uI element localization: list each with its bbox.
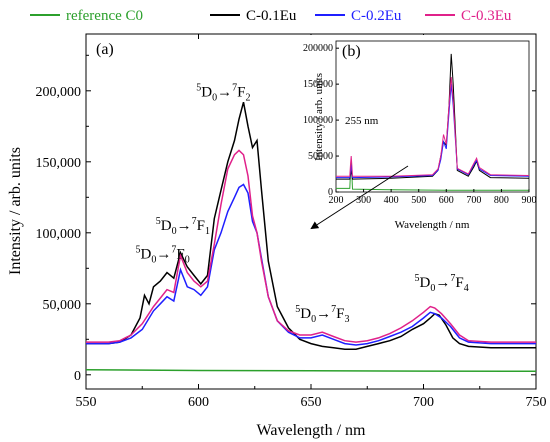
inset-y-tick-label: 0 <box>328 187 333 198</box>
y-tick-label: 0 <box>74 369 81 384</box>
legend-label: C-0.1Eu <box>246 8 297 24</box>
x-tick-label: 700 <box>413 395 434 410</box>
inset-y-axis-ticks: 0 50000 100000 150000 200000 <box>303 43 339 198</box>
inset-y-tick-label: 200000 <box>303 43 333 54</box>
transition-annotations: 5D0→7F0 5D0→7F1 5D0→7F2 5D0→7F3 5D0→7F4 <box>136 82 469 325</box>
inset-x-tick-label: 700 <box>466 195 481 206</box>
inset-y-tick-label: 50000 <box>308 151 333 162</box>
annotation-7F2: 5D0→7F2 <box>196 82 250 103</box>
x-tick-label: 750 <box>526 395 547 410</box>
inset-x-tick-label: 300 <box>356 195 371 206</box>
legend-label: C-0.2Eu <box>351 8 402 24</box>
annotation-7F1: 5D0→7F1 <box>156 216 210 237</box>
legend: reference C0 C-0.1Eu C-0.2Eu C-0.3Eu <box>30 8 512 24</box>
y-tick-label: 200,000 <box>36 85 82 100</box>
inset-x-axis-title: Wavelength / nm <box>395 219 470 231</box>
x-axis-title: Wavelength / nm <box>257 422 366 439</box>
series-line-0 <box>85 369 537 373</box>
inset-x-tick-label: 600 <box>439 195 454 206</box>
inset-frame <box>335 40 530 193</box>
legend-label: C-0.3Eu <box>461 8 512 24</box>
arrow-line <box>310 165 409 230</box>
inset-series-line-2 <box>336 84 530 179</box>
inset-x-tick-label: 900 <box>522 195 537 206</box>
main-series-group <box>85 102 537 373</box>
inset-x-axis-ticks: 200 300 400 500 600 700 800 900 <box>329 189 537 206</box>
panel-label-b: (b) <box>342 43 361 60</box>
x-axis-ticks: 550 600 650 700 750 <box>76 34 547 410</box>
inset-series-group <box>336 53 530 191</box>
inset-x-tick-label: 500 <box>411 195 426 206</box>
inset-x-tick-label: 400 <box>384 195 399 206</box>
y-tick-label: 100,000 <box>36 227 82 242</box>
inset-background <box>306 35 532 187</box>
y-tick-label: 150,000 <box>36 156 82 171</box>
y-axis-title: Intensity / arb. units <box>7 147 24 275</box>
legend-label: reference C0 <box>66 8 143 24</box>
inset-x-tick-label: 200 <box>329 195 344 206</box>
inset-y-tick-label: 100000 <box>303 115 333 126</box>
inset-x-tick-label: 800 <box>494 195 509 206</box>
y-tick-label: 50,000 <box>43 298 82 313</box>
x-tick-label: 650 <box>301 395 322 410</box>
series-line-1 <box>86 102 536 350</box>
inset-series-line-3 <box>336 76 530 177</box>
series-line-3 <box>86 149 536 343</box>
inset-plot: 200 300 400 500 600 700 800 900 0 50000 100000 150… <box>303 35 537 231</box>
x-tick-label: 550 <box>76 395 97 410</box>
inset-y-tick-label: 150000 <box>303 79 333 90</box>
annotation-7F3: 5D0→7F3 <box>295 304 349 325</box>
inset-y-axis-title: Intensity / arb. units <box>313 73 325 161</box>
inset-annotation-255nm: 255 nm <box>345 115 379 127</box>
main-plot: 550 600 650 700 750 0 50,000 100,000 150,000 200… <box>36 33 547 410</box>
x-tick-label: 600 <box>188 395 209 410</box>
annotation-7F0: 5D0→7F0 <box>136 244 190 265</box>
y-axis-ticks: 0 50,000 100,000 150,000 200,000 <box>36 54 536 384</box>
panel-label-a: (a) <box>96 41 114 58</box>
annotation-7F4: 5D0→7F4 <box>415 273 469 294</box>
